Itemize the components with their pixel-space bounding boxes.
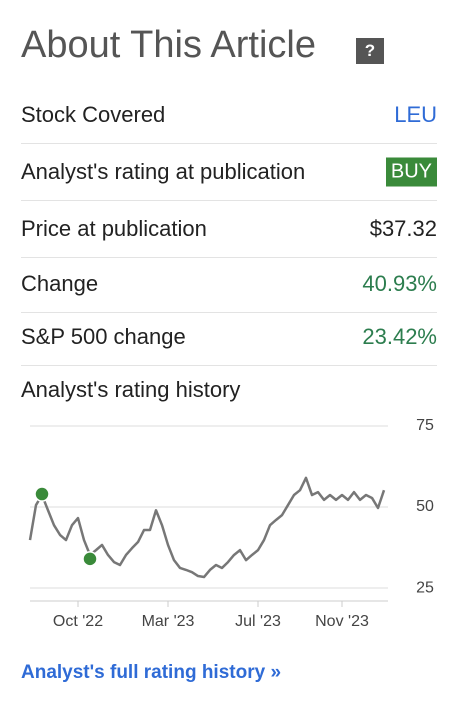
row: Stock Covered LEU <box>21 87 437 144</box>
rating-marker <box>34 486 50 502</box>
x-tick-label: Mar '23 <box>142 613 195 630</box>
value: $37.32 <box>369 216 437 241</box>
row: Price at publication $37.32 <box>21 201 437 258</box>
y-tick-label: 50 <box>416 498 434 515</box>
help-button[interactable]: ? <box>356 38 384 64</box>
label: S&P 500 change <box>21 324 186 349</box>
chart: 25 50 75 Oct '22 Mar '23 Jul '23 Nov '23 <box>28 417 434 630</box>
rating-badge: BUY <box>385 157 437 187</box>
chart-title: Analyst's rating history <box>21 377 241 402</box>
rating-marker <box>82 551 98 567</box>
title: About This Article <box>21 24 317 66</box>
label: Analyst's rating at publication <box>21 159 306 184</box>
label: Stock Covered <box>21 102 166 127</box>
row: Change 40.93% <box>21 256 437 313</box>
x-tick-label: Nov '23 <box>315 613 369 630</box>
value: 40.93% <box>362 271 437 296</box>
label: Price at publication <box>21 216 207 241</box>
y-tick-label: 25 <box>416 579 434 596</box>
x-tick-label: Jul '23 <box>235 613 281 630</box>
row: Analyst's rating at publication BUY <box>21 144 437 201</box>
x-tick-label: Oct '22 <box>53 613 103 630</box>
y-tick-label: 75 <box>416 417 434 434</box>
row: S&P 500 change 23.42% <box>21 309 437 366</box>
label: Change <box>21 271 99 296</box>
value: 23.42% <box>362 324 437 349</box>
rating-history-link[interactable]: Analyst's full rating history » <box>21 662 282 683</box>
ticker-link[interactable]: LEU <box>394 102 437 127</box>
